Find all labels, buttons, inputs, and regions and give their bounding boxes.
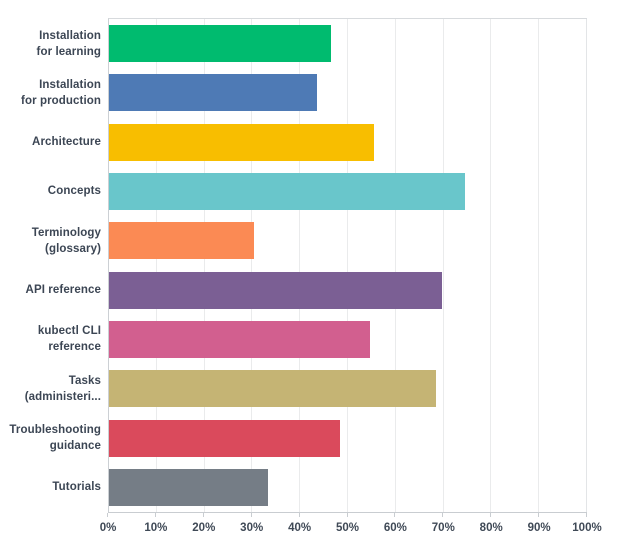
bar-troubleshooting-guidance <box>109 419 340 457</box>
bar-row: Installation for learning <box>37 19 587 68</box>
x-tick-label-10%: 10% <box>144 522 168 534</box>
x-tick-mark <box>298 513 300 517</box>
x-tick-label-80%: 80% <box>479 522 503 534</box>
x-tick-label-20%: 20% <box>192 522 216 534</box>
bar-architecture <box>109 123 374 161</box>
x-tick-label-50%: 50% <box>335 522 360 534</box>
category-label: API reference <box>25 284 101 297</box>
bar-row: Terminology (glossary) <box>32 216 587 265</box>
bar-api-reference <box>109 271 442 309</box>
bar-row: Tasks (administeri... <box>25 364 587 413</box>
gridline-30% <box>251 19 253 512</box>
x-tick-mark <box>490 513 492 517</box>
bar-concepts <box>109 173 466 211</box>
category-label: Installation for learning <box>36 29 101 58</box>
x-tick-mark <box>346 513 348 517</box>
x-axis: 0% 10% 20% 30% 40% 50% 60% 70% 80% 90% 100% <box>100 513 602 543</box>
x-tick-mark <box>442 513 444 517</box>
x-tick-label-100%: 100% <box>572 522 602 534</box>
x-tick-label-30%: 30% <box>240 522 264 534</box>
category-label: Installation for production <box>21 78 101 107</box>
x-tick-mark <box>202 513 204 517</box>
gridline-90% <box>538 19 540 512</box>
bar-installation-for-learning <box>109 25 331 63</box>
bar-row: Troubleshooting guidance <box>9 413 587 462</box>
bar-rows: Installation for learning Installation for … <box>9 19 587 512</box>
gridline-80% <box>490 19 492 512</box>
category-label: Architecture <box>32 136 101 149</box>
x-tick-mark <box>107 513 108 517</box>
x-tick-label-70%: 70% <box>431 522 455 534</box>
bar-kubectl-cli-reference <box>109 320 370 358</box>
bar-installation-for-production <box>109 74 317 112</box>
gridline-10% <box>155 19 157 512</box>
gridline-60% <box>394 19 396 512</box>
category-label: Tasks (administeri... <box>24 374 101 403</box>
x-tick-mark <box>586 513 587 517</box>
bar-row: API reference <box>26 265 587 314</box>
x-tick-mark <box>538 513 540 517</box>
category-label: Concepts <box>47 185 101 198</box>
gridline-70% <box>442 19 444 512</box>
plot-area: Installation for learning Installation for … <box>9 18 587 513</box>
gridline-100% <box>586 19 587 512</box>
bar-tasks-administeri <box>109 370 437 408</box>
category-label: Terminology (glossary) <box>31 226 101 255</box>
x-tick-mark <box>250 513 252 517</box>
gridline-50% <box>347 19 348 512</box>
bar-row: Tutorials <box>52 463 587 512</box>
x-tick-label-90%: 90% <box>527 522 551 534</box>
bar-row: Installation for production <box>21 68 587 117</box>
gridline-20% <box>203 19 205 512</box>
x-tick-label-0%: 0% <box>99 522 117 534</box>
bar-terminology-glossary <box>109 222 255 260</box>
x-tick-mark <box>394 513 396 517</box>
x-tick-label-40%: 40% <box>288 522 312 534</box>
bar-row: kubectl CLI reference <box>38 315 587 364</box>
bar-tutorials <box>109 468 268 506</box>
category-label: Tutorials <box>52 481 101 494</box>
category-label: kubectl CLI reference <box>37 325 101 354</box>
bar-row: Concepts <box>48 167 587 216</box>
x-tick-mark <box>154 513 156 517</box>
x-tick-label-60%: 60% <box>383 522 407 534</box>
category-label: Troubleshooting guidance <box>9 423 101 453</box>
gridline-40% <box>299 19 301 512</box>
bar-row: Architecture <box>32 118 587 167</box>
